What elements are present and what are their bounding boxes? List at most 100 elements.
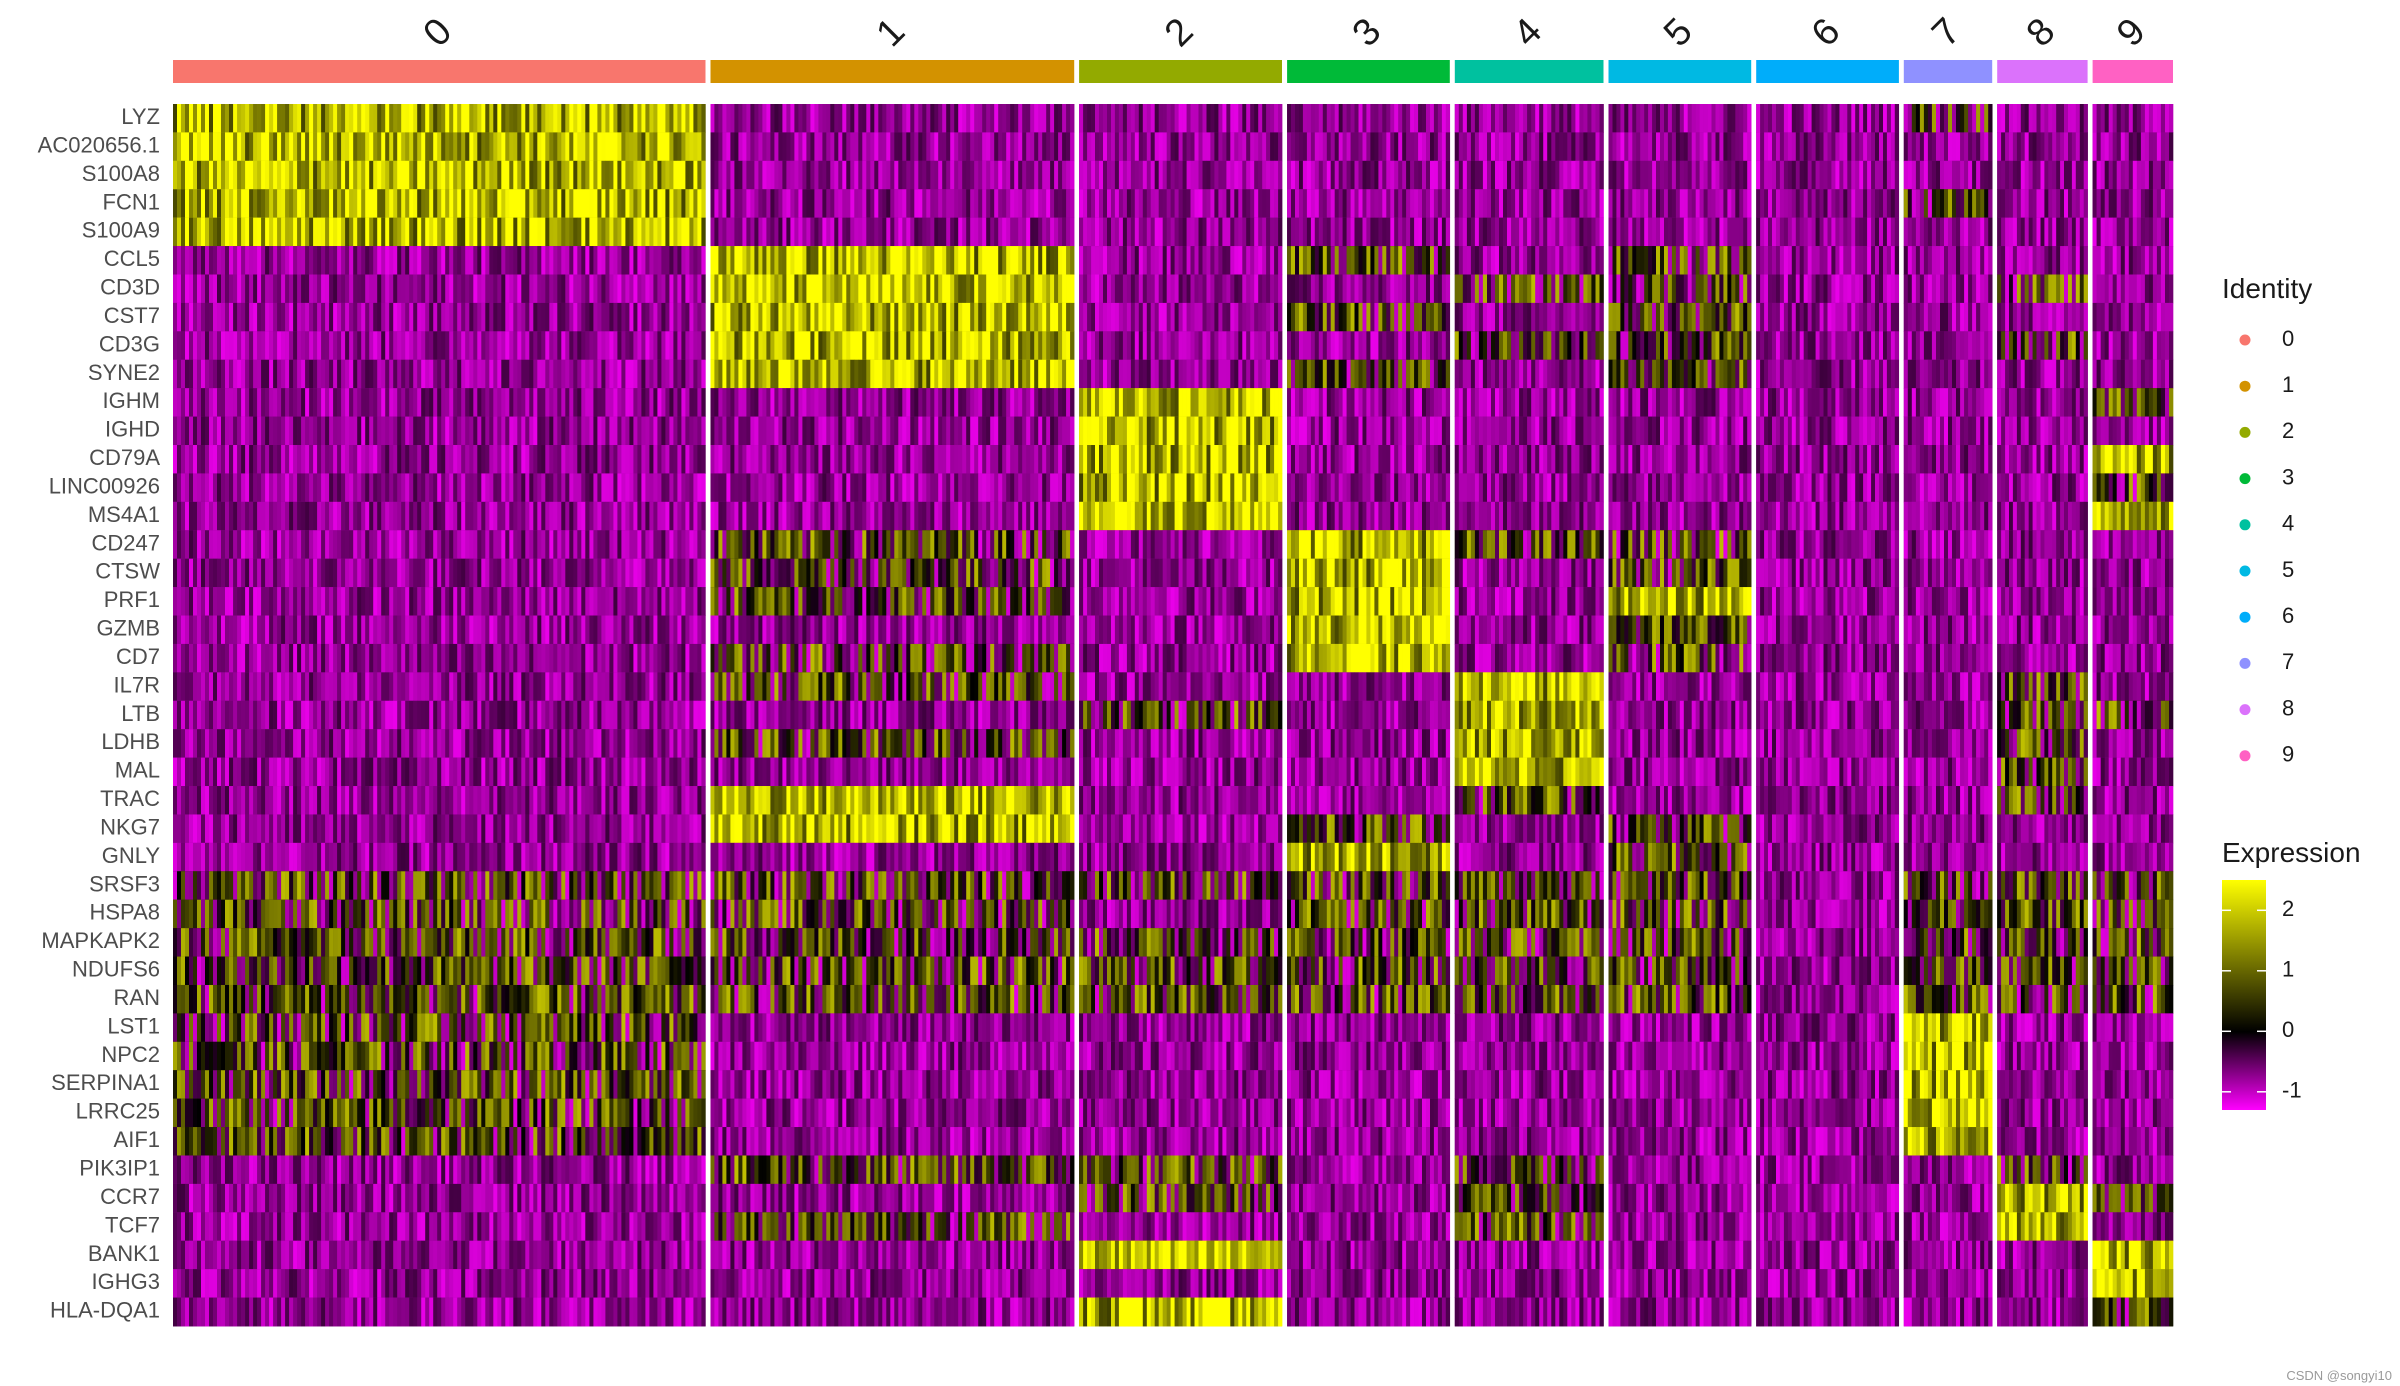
- gene-label: AC020656.1: [38, 132, 160, 157]
- heatmap-block: [173, 161, 706, 190]
- heatmap-block: [1756, 758, 1899, 787]
- heatmap-block: [2093, 871, 2174, 900]
- heatmap-block: [1287, 1042, 1450, 1071]
- identity-legend-label-0: 0: [2282, 326, 2294, 351]
- heatmap-block: [2093, 275, 2174, 304]
- gene-label: MAL: [115, 758, 160, 783]
- heatmap-block: [1609, 814, 1752, 843]
- heatmap-block: [1287, 701, 1450, 730]
- gene-label: SERPINA1: [51, 1070, 160, 1095]
- heatmap-block: [1079, 1298, 1282, 1327]
- heatmap-block: [1455, 473, 1604, 502]
- heatmap-block: [1756, 900, 1899, 929]
- heatmap-block: [173, 1269, 706, 1298]
- heatmap-block: [711, 275, 1075, 304]
- heatmap-block: [1997, 1298, 2088, 1327]
- heatmap-block: [1997, 1241, 2088, 1270]
- heatmap-block: [2093, 587, 2174, 616]
- heatmap-block: [1609, 616, 1752, 645]
- heatmap-block: [711, 189, 1075, 218]
- heatmap-block: [2093, 189, 2174, 218]
- heatmap-block: [1287, 132, 1450, 161]
- heatmap-block: [1455, 189, 1604, 218]
- identity-legend-label-9: 9: [2282, 742, 2294, 767]
- cluster-label-0: 0: [415, 10, 460, 55]
- gene-label: IL7R: [114, 672, 160, 697]
- heatmap-block: [1455, 1099, 1604, 1128]
- gene-label: LTB: [121, 701, 160, 726]
- heatmap-block: [1756, 1298, 1899, 1327]
- heatmap-block: [173, 303, 706, 332]
- heatmap-block: [1455, 161, 1604, 190]
- heatmap-block: [1997, 559, 2088, 588]
- heatmap-block: [1756, 843, 1899, 872]
- identity-legend-label-3: 3: [2282, 464, 2294, 489]
- heatmap-block: [173, 1127, 706, 1156]
- heatmap-block: [1079, 786, 1282, 815]
- heatmap-block: [2093, 388, 2174, 417]
- heatmap-block: [173, 275, 706, 304]
- heatmap-block: [1079, 758, 1282, 787]
- heatmap-block: [1997, 900, 2088, 929]
- heatmap-block: [711, 928, 1075, 957]
- heatmap-block: [173, 985, 706, 1014]
- heatmap-block: [1997, 218, 2088, 247]
- gene-label: PRF1: [104, 587, 160, 612]
- identity-legend-label-6: 6: [2282, 603, 2294, 628]
- heatmap-block: [1455, 871, 1604, 900]
- cluster-bar-0: [173, 60, 706, 83]
- heatmap-block: [1455, 1241, 1604, 1270]
- heatmap-block: [173, 672, 706, 701]
- heatmap-block: [1455, 445, 1604, 474]
- gene-label: CTSW: [95, 559, 160, 584]
- heatmap-block: [1756, 814, 1899, 843]
- heatmap-block: [1997, 445, 2088, 474]
- heatmap-block: [173, 644, 706, 673]
- heatmap-block: [1756, 644, 1899, 673]
- heatmap-block: [1904, 104, 1993, 133]
- heatmap-block: [1997, 1013, 2088, 1042]
- heatmap-block: [1609, 587, 1752, 616]
- heatmap-block: [1904, 1298, 1993, 1327]
- gene-label: SYNE2: [88, 360, 160, 385]
- identity-legend-dot-2: [2240, 427, 2251, 438]
- heatmap-block: [1609, 530, 1752, 559]
- heatmap-block: [173, 701, 706, 730]
- heatmap-block: [1609, 1212, 1752, 1241]
- heatmap-block: [1997, 843, 2088, 872]
- heatmap-block: [1997, 672, 2088, 701]
- gene-label: GNLY: [102, 843, 161, 868]
- heatmap-block: [173, 616, 706, 645]
- heatmap-block: [1609, 900, 1752, 929]
- gene-label: CD79A: [89, 445, 160, 470]
- heatmap-block: [1997, 530, 2088, 559]
- heatmap-block: [1904, 161, 1993, 190]
- heatmap-block: [1079, 672, 1282, 701]
- heatmap-block: [1904, 985, 1993, 1014]
- heatmap-block: [1455, 900, 1604, 929]
- heatmap-block: [1756, 701, 1899, 730]
- heatmap-block: [1609, 189, 1752, 218]
- heatmap-block: [1997, 871, 2088, 900]
- heatmap-block: [1609, 786, 1752, 815]
- gene-label: NDUFS6: [72, 957, 160, 982]
- gene-label: TRAC: [100, 786, 160, 811]
- heatmap-block: [1997, 303, 2088, 332]
- heatmap-block: [1997, 1184, 2088, 1213]
- heatmap-block: [1904, 729, 1993, 758]
- heatmap-block: [1904, 417, 1993, 446]
- heatmap-block: [1079, 814, 1282, 843]
- colorbar-tick-label: 1: [2282, 957, 2294, 982]
- heatmap-block: [1455, 559, 1604, 588]
- heatmap-block: [1287, 161, 1450, 190]
- heatmap-block: [1756, 1099, 1899, 1128]
- heatmap-block: [1997, 1212, 2088, 1241]
- heatmap-block: [2093, 1127, 2174, 1156]
- heatmap-block: [1997, 928, 2088, 957]
- heatmap-block: [1287, 530, 1450, 559]
- gene-label: HLA-DQA1: [50, 1298, 160, 1323]
- heatmap-block: [1455, 786, 1604, 815]
- heatmap-block: [1609, 388, 1752, 417]
- heatmap-block: [1079, 1070, 1282, 1099]
- heatmap-block: [2093, 445, 2174, 474]
